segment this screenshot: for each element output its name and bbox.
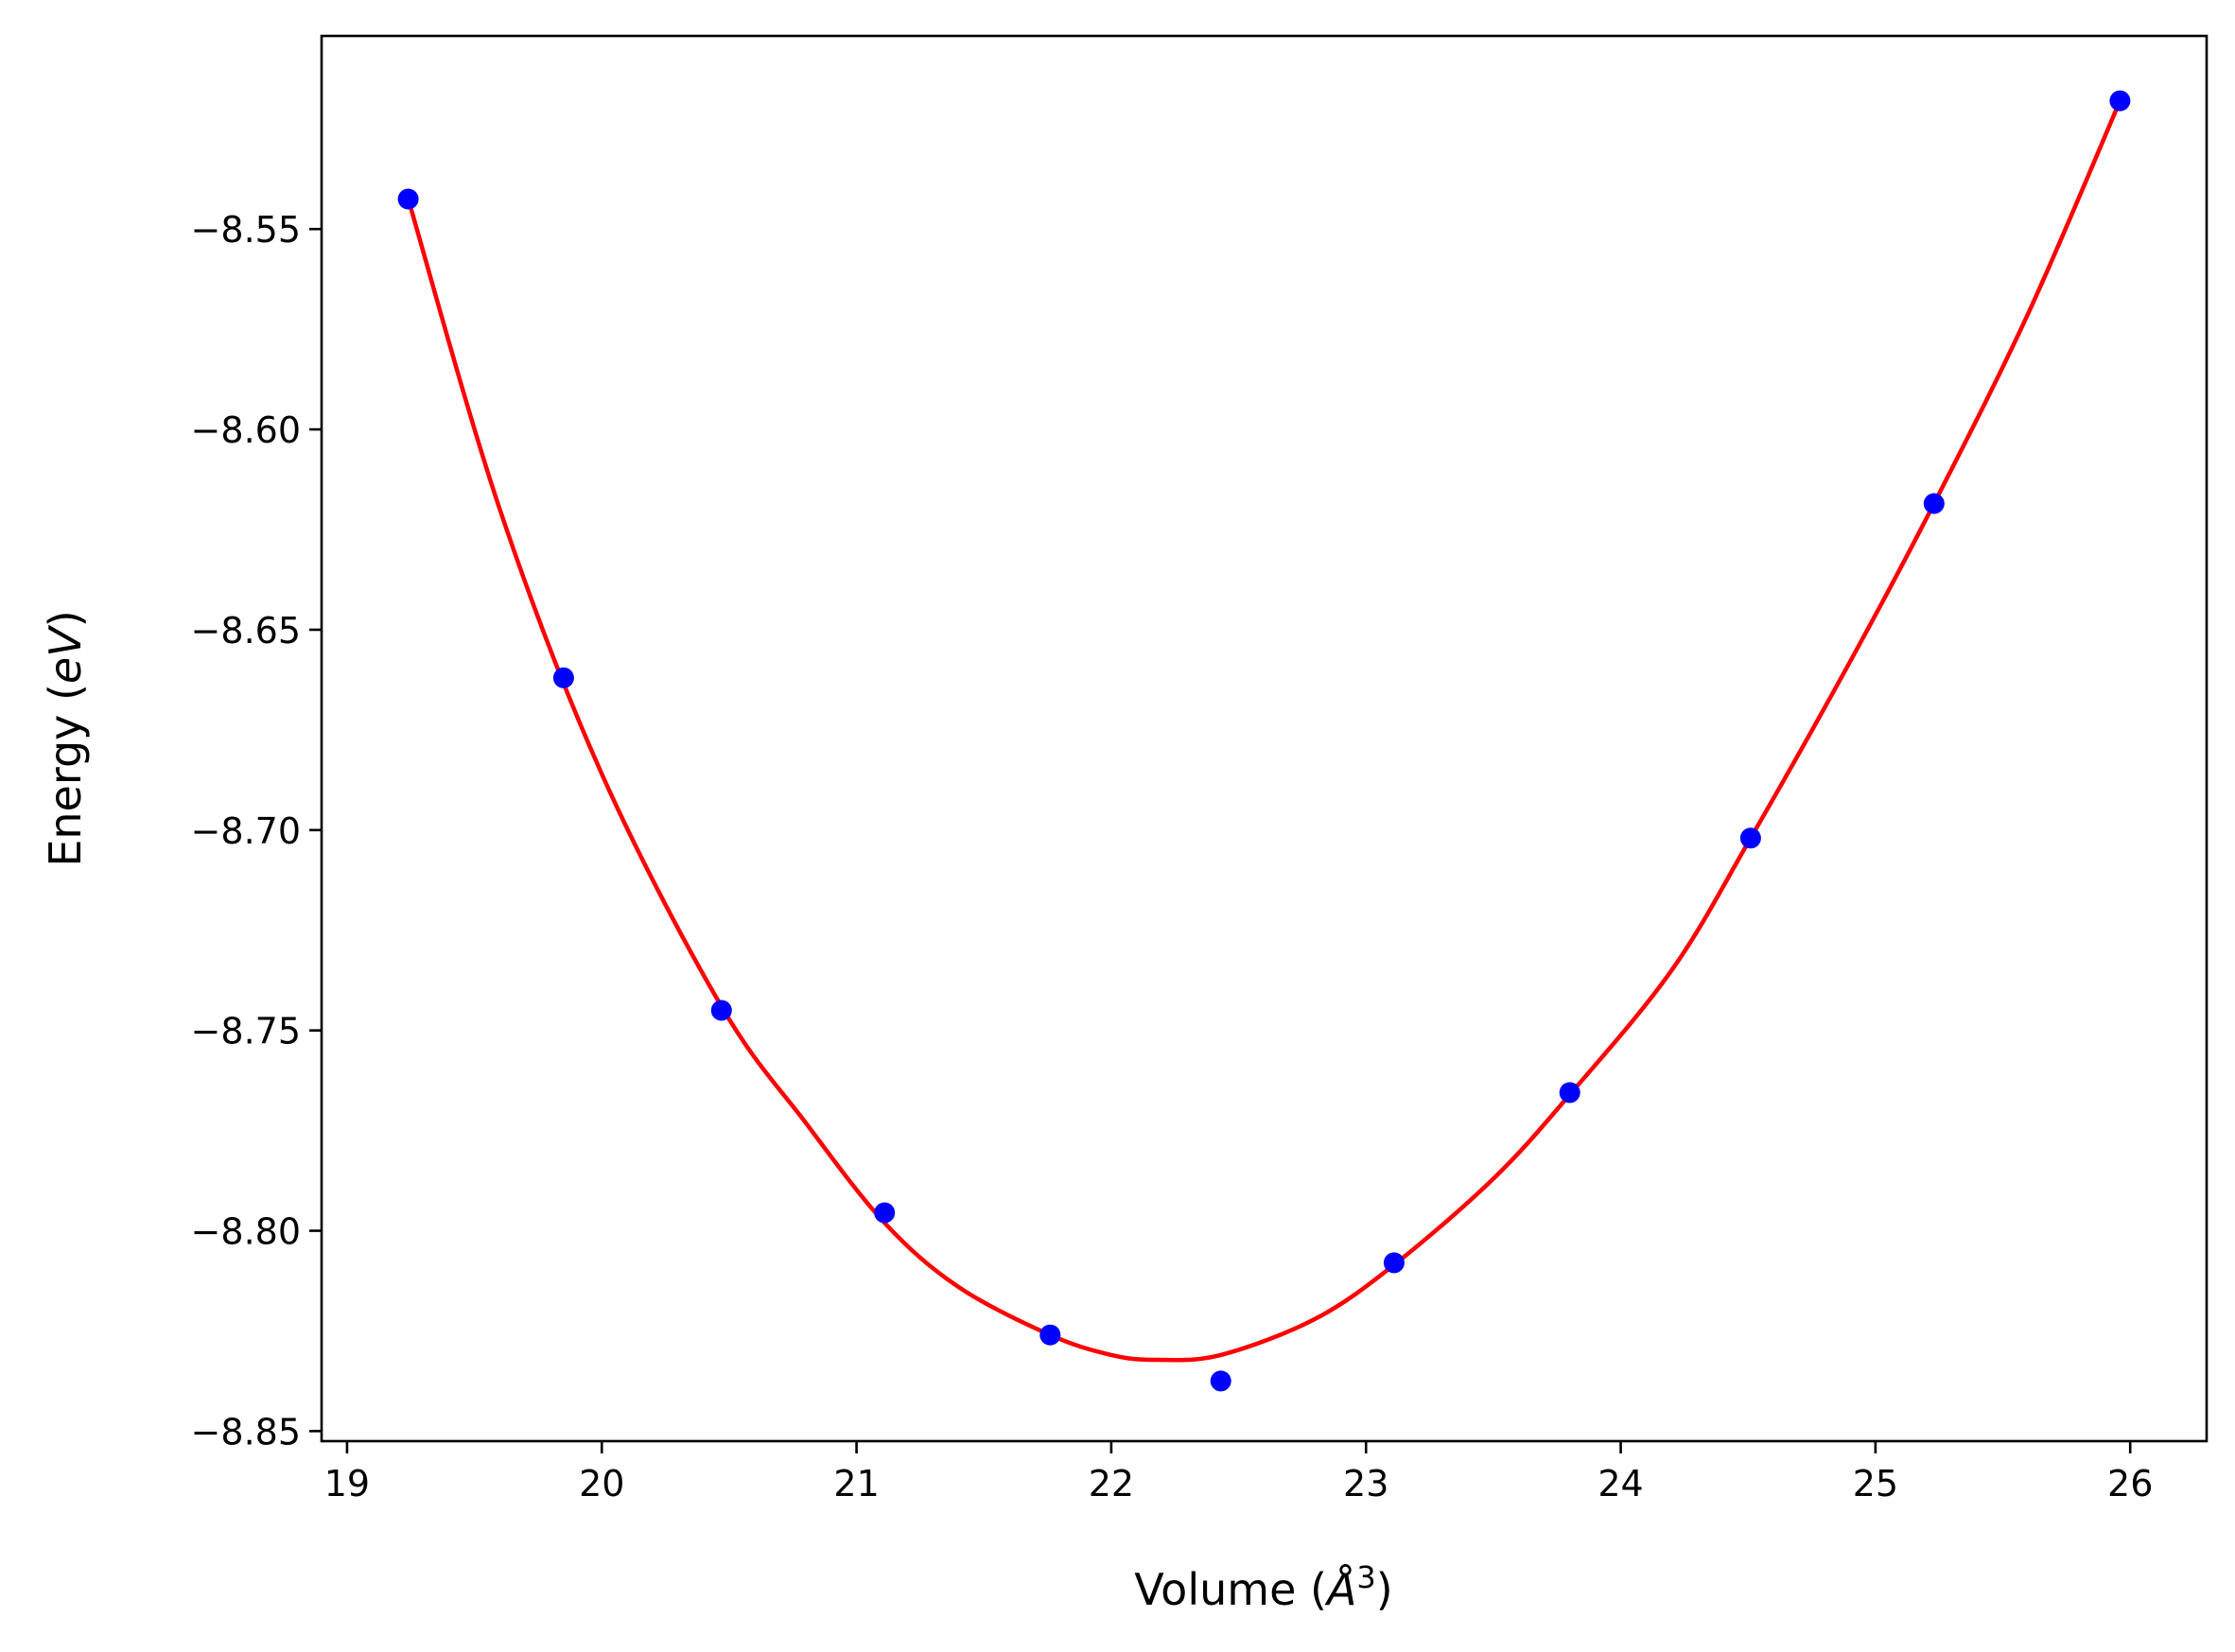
x-tick-label: 21 [833, 1463, 879, 1504]
x-tick-label: 20 [579, 1463, 624, 1504]
y-tick-label: −8.60 [191, 409, 301, 451]
y-tick-label: −8.55 [191, 209, 301, 251]
y-axis-label: Energy (eV) [40, 610, 91, 866]
y-axis-ticks: −8.55 −8.60 −8.65 −8.70 −8.75 −8.80 −8.85 [191, 209, 322, 1452]
x-axis-label-prefix: Volume ( [1134, 1564, 1327, 1615]
y-tick-label: −8.75 [191, 1011, 301, 1052]
data-point [874, 1202, 896, 1224]
data-point [552, 667, 574, 688]
x-tick-label: 23 [1343, 1463, 1388, 1504]
x-tick-label: 19 [324, 1463, 370, 1504]
y-tick-label: −8.85 [191, 1411, 301, 1452]
x-axis-label-symbol: Å [1324, 1564, 1356, 1615]
data-point [1210, 1370, 1231, 1392]
x-axis-label: Volume (Å3) [1134, 1559, 1392, 1615]
y-tick-label: −8.70 [191, 810, 301, 852]
data-points-layer [397, 90, 2131, 1392]
plot-area [322, 36, 2207, 1441]
y-tick-label: −8.80 [191, 1211, 301, 1253]
x-axis-label-suffix: ) [1376, 1564, 1393, 1615]
data-point [1039, 1324, 1061, 1346]
x-tick-label: 22 [1089, 1463, 1134, 1504]
data-point [2109, 90, 2131, 112]
x-axis-ticks: 19 20 21 22 23 24 25 26 [324, 1441, 2153, 1504]
data-point [397, 188, 419, 210]
x-axis-label-exponent: 3 [1356, 1559, 1375, 1595]
y-tick-label: −8.65 [191, 610, 301, 652]
y-axis-label-prefix: Energy ( [40, 684, 91, 867]
data-point [1559, 1082, 1580, 1104]
axes-frame [320, 34, 2209, 1443]
x-tick-label: 25 [1853, 1463, 1898, 1504]
data-point [1923, 493, 1945, 514]
data-point [1383, 1252, 1405, 1274]
y-axis-label-suffix: ) [40, 610, 91, 627]
x-tick-label: 26 [2107, 1463, 2153, 1504]
fit-curve-layer [406, 99, 2122, 1363]
data-point [1739, 827, 1761, 849]
y-axis-label-unit: eV [40, 624, 91, 684]
data-point [710, 1000, 732, 1021]
fit-curve [406, 99, 2122, 1363]
x-tick-label: 24 [1598, 1463, 1643, 1504]
